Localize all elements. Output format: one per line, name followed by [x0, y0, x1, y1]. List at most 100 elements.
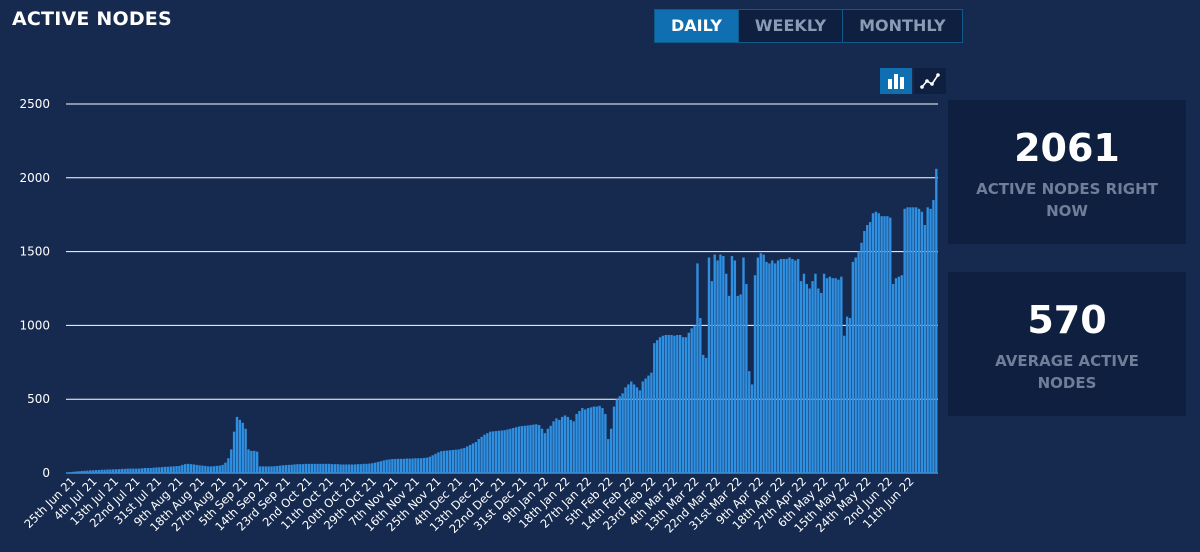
bar[interactable]: [307, 463, 311, 473]
bar[interactable]: [471, 443, 475, 473]
bar[interactable]: [707, 257, 711, 474]
bar[interactable]: [851, 261, 855, 473]
bar[interactable]: [840, 276, 843, 473]
bar[interactable]: [667, 334, 670, 473]
bar[interactable]: [828, 276, 832, 473]
bar[interactable]: [235, 416, 239, 473]
bar[interactable]: [676, 334, 679, 473]
bar[interactable]: [238, 419, 242, 473]
bar[interactable]: [537, 425, 541, 473]
bar[interactable]: [523, 425, 526, 473]
bar[interactable]: [209, 466, 213, 473]
bar[interactable]: [120, 468, 124, 473]
bar[interactable]: [109, 469, 112, 473]
bar[interactable]: [445, 450, 449, 473]
bar[interactable]: [615, 399, 619, 473]
bar[interactable]: [428, 456, 431, 473]
bar[interactable]: [722, 256, 725, 473]
bar[interactable]: [477, 439, 480, 473]
bar[interactable]: [923, 225, 926, 473]
bar[interactable]: [129, 468, 132, 473]
bar[interactable]: [794, 260, 797, 473]
bar[interactable]: [365, 463, 368, 473]
bar[interactable]: [345, 464, 348, 473]
bar[interactable]: [181, 464, 184, 473]
bar[interactable]: [586, 408, 590, 473]
bar[interactable]: [204, 465, 207, 473]
bar[interactable]: [451, 449, 455, 473]
bar[interactable]: [448, 450, 452, 473]
bar[interactable]: [563, 415, 567, 473]
bar[interactable]: [281, 465, 285, 473]
bar[interactable]: [500, 430, 503, 473]
bar[interactable]: [644, 378, 647, 473]
bar[interactable]: [333, 464, 337, 473]
bar[interactable]: [267, 466, 270, 473]
bar[interactable]: [903, 208, 906, 474]
bar[interactable]: [788, 257, 791, 474]
bar[interactable]: [126, 468, 129, 473]
bar[interactable]: [891, 284, 895, 473]
bar[interactable]: [647, 375, 650, 473]
bar[interactable]: [834, 278, 837, 473]
bar[interactable]: [702, 354, 705, 473]
bar[interactable]: [91, 470, 95, 473]
bar[interactable]: [733, 260, 737, 473]
bar[interactable]: [74, 471, 78, 473]
bar[interactable]: [368, 463, 371, 473]
bar[interactable]: [97, 470, 101, 473]
bar[interactable]: [221, 464, 224, 473]
bar[interactable]: [244, 428, 247, 473]
bar[interactable]: [284, 465, 288, 473]
bar[interactable]: [468, 444, 472, 473]
bar[interactable]: [762, 254, 765, 473]
bar[interactable]: [561, 416, 564, 473]
bar[interactable]: [149, 467, 152, 473]
bar[interactable]: [681, 337, 685, 473]
bar[interactable]: [779, 258, 783, 473]
bar[interactable]: [503, 430, 506, 473]
bar[interactable]: [589, 407, 593, 473]
bar[interactable]: [342, 464, 345, 473]
bar[interactable]: [399, 458, 403, 473]
bar[interactable]: [114, 469, 118, 473]
bar[interactable]: [866, 225, 869, 473]
bar[interactable]: [316, 463, 319, 473]
bar[interactable]: [394, 458, 397, 473]
bar-chart-button[interactable]: [880, 68, 912, 94]
bar[interactable]: [771, 260, 774, 473]
bar[interactable]: [782, 258, 785, 473]
bar[interactable]: [348, 464, 351, 473]
bar[interactable]: [532, 424, 535, 473]
bar[interactable]: [889, 217, 892, 473]
bar[interactable]: [207, 466, 210, 473]
bar[interactable]: [411, 458, 414, 473]
bar[interactable]: [327, 463, 331, 473]
bar[interactable]: [379, 461, 383, 473]
bar[interactable]: [224, 462, 227, 473]
bar[interactable]: [768, 263, 771, 473]
bar[interactable]: [460, 448, 463, 473]
bar[interactable]: [250, 450, 253, 473]
bar[interactable]: [837, 279, 840, 473]
bar[interactable]: [520, 426, 524, 473]
bar[interactable]: [699, 318, 702, 473]
bar[interactable]: [356, 464, 360, 473]
bar[interactable]: [601, 408, 604, 473]
bar[interactable]: [373, 462, 377, 473]
bar[interactable]: [443, 450, 446, 473]
bar[interactable]: [382, 460, 385, 473]
bar[interactable]: [843, 335, 846, 473]
bar[interactable]: [552, 421, 555, 473]
bar[interactable]: [189, 464, 193, 473]
bar[interactable]: [201, 465, 204, 473]
bar[interactable]: [845, 316, 849, 473]
bar[interactable]: [607, 439, 610, 473]
bar[interactable]: [293, 464, 296, 473]
bar[interactable]: [877, 213, 880, 473]
bar[interactable]: [301, 464, 305, 473]
bar[interactable]: [437, 452, 440, 473]
bar[interactable]: [578, 411, 581, 473]
bar[interactable]: [463, 447, 466, 473]
bar[interactable]: [673, 335, 676, 473]
